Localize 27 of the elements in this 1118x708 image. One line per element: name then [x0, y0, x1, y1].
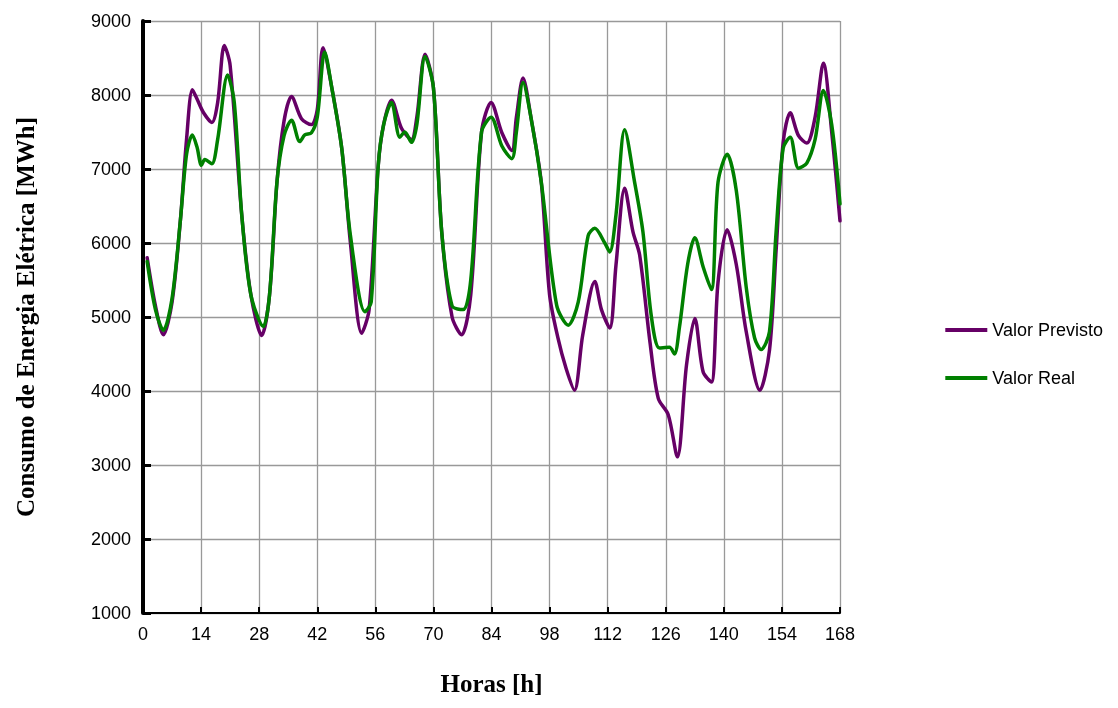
- x-tick-label: 140: [708, 624, 739, 644]
- legend-label: Valor Previsto: [992, 320, 1104, 340]
- y-tick-label: 7000: [90, 159, 131, 179]
- y-tick-label: 5000: [90, 307, 131, 327]
- x-tick-label: 112: [593, 624, 623, 644]
- legend-label: Valor Real: [992, 368, 1076, 388]
- x-tick-label: 98: [539, 624, 560, 644]
- x-tick-label: 84: [481, 624, 502, 644]
- x-tick-label: 28: [249, 624, 270, 644]
- x-tick-label: 168: [824, 624, 856, 644]
- x-axis-title: Horas [h]: [440, 670, 543, 697]
- x-tick-label: 0: [137, 624, 149, 644]
- x-tick-label: 126: [650, 624, 681, 644]
- y-tick-label: 8000: [90, 85, 131, 105]
- y-axis-title: Consumo de Energia Elétrica [MWh]: [12, 117, 39, 517]
- x-tick-label: 56: [365, 624, 386, 644]
- x-tick-label: 14: [191, 624, 212, 644]
- y-tick-label: 9000: [90, 11, 131, 31]
- y-tick-label: 2000: [90, 529, 131, 549]
- y-tick-label: 4000: [90, 381, 131, 401]
- x-tick-label: 154: [766, 624, 797, 644]
- x-tick-label: 42: [307, 624, 328, 644]
- y-tick-label: 1000: [90, 603, 131, 623]
- y-tick-label: 6000: [90, 233, 131, 253]
- x-tick-label: 70: [423, 624, 444, 644]
- y-tick-label: 3000: [90, 455, 131, 475]
- line-series: [145, 50, 842, 356]
